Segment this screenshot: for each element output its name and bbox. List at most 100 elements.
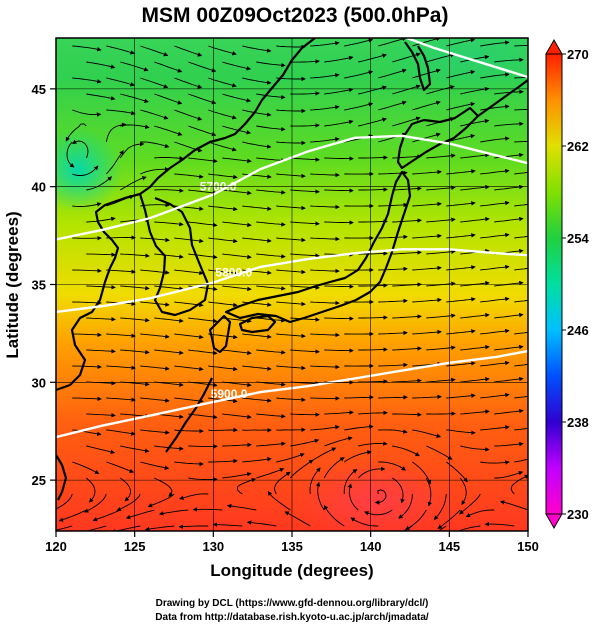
colorbar-max-arrow — [545, 38, 563, 55]
streamline — [460, 344, 490, 351]
streamline — [344, 102, 374, 111]
streamline — [514, 45, 528, 47]
streamline — [412, 233, 442, 239]
streamline — [392, 250, 422, 255]
colorbar-tick-label: 270 — [567, 47, 589, 62]
credit-drawing: Drawing by DCL (https://www.gfd-dennou.o… — [156, 598, 429, 609]
streamline — [242, 333, 272, 339]
streamline — [358, 85, 387, 95]
streamline — [242, 457, 272, 463]
streamline — [310, 236, 340, 242]
streamline — [140, 202, 170, 208]
streamline — [256, 157, 286, 163]
streamline — [158, 509, 189, 516]
streamline — [310, 268, 340, 274]
streamline — [315, 481, 325, 511]
streamline — [72, 165, 99, 176]
streamline — [77, 525, 107, 531]
streamline — [480, 232, 510, 239]
streamline — [437, 525, 447, 531]
streamline — [174, 237, 204, 244]
streamline — [460, 152, 490, 159]
streamline — [426, 377, 456, 383]
y-tick-label: 30 — [32, 375, 46, 390]
streamline — [514, 77, 528, 79]
streamline — [86, 176, 113, 191]
contour-label: 5800.0 — [215, 266, 252, 280]
streamline — [402, 525, 413, 531]
streamline — [188, 125, 217, 137]
streamline — [358, 219, 388, 224]
streamline — [290, 253, 320, 258]
streamline — [324, 156, 354, 161]
streamline — [459, 477, 467, 506]
streamline — [72, 109, 102, 117]
streamline — [56, 493, 73, 510]
streamline — [412, 461, 432, 485]
streamline — [72, 429, 102, 437]
streamline — [276, 333, 306, 339]
streamline — [208, 458, 238, 464]
streamline — [494, 121, 524, 127]
streamline — [242, 141, 272, 149]
streamline — [256, 93, 286, 100]
streamline — [480, 40, 510, 47]
streamline — [140, 141, 170, 149]
streamline — [140, 77, 169, 89]
streamline — [426, 345, 456, 351]
streamline — [106, 429, 136, 436]
streamline — [480, 200, 510, 207]
streamline — [310, 204, 340, 210]
streamline — [174, 428, 204, 434]
streamline — [324, 348, 354, 353]
coast-kyushu — [208, 314, 232, 354]
streamline — [499, 500, 528, 511]
streamline — [222, 253, 252, 260]
streamline — [392, 154, 422, 159]
streamline — [480, 168, 510, 175]
streamline — [208, 173, 238, 180]
streamline — [106, 269, 136, 274]
streamline — [154, 125, 183, 136]
streamline — [256, 467, 285, 479]
streamline — [378, 266, 408, 272]
streamline — [433, 493, 447, 521]
y-axis-label: Latitude (degrees) — [3, 211, 22, 358]
streamline — [242, 397, 272, 403]
y-axis: 25 30 35 40 45 — [32, 82, 56, 488]
streamline — [344, 38, 374, 47]
colorbar-min-arrow — [545, 513, 563, 530]
streamline — [358, 410, 388, 416]
streamline — [446, 233, 476, 239]
streamline — [460, 54, 490, 63]
streamline — [222, 349, 252, 356]
streamline — [72, 202, 102, 207]
streamline — [514, 267, 528, 271]
streamline — [480, 460, 510, 465]
streamline — [451, 525, 481, 531]
streamline — [86, 285, 116, 290]
streamline — [106, 365, 136, 371]
streamline — [276, 140, 306, 146]
streamline — [480, 360, 510, 367]
streamline — [378, 429, 408, 434]
streamline — [392, 378, 422, 383]
streamline — [188, 157, 218, 164]
streamline — [174, 397, 204, 404]
streamline — [86, 93, 116, 101]
streamline — [72, 268, 102, 274]
streamline — [276, 269, 306, 275]
streamline — [86, 349, 116, 354]
streamline — [276, 205, 306, 211]
streamline — [358, 53, 387, 63]
streamline — [412, 297, 442, 303]
streamline — [494, 408, 524, 415]
streamline — [267, 490, 291, 511]
streamline — [392, 477, 405, 504]
streamline — [494, 312, 524, 319]
colorbar-scale — [545, 53, 563, 515]
streamline — [290, 91, 320, 96]
streamline — [290, 157, 320, 162]
streamline — [290, 59, 320, 64]
